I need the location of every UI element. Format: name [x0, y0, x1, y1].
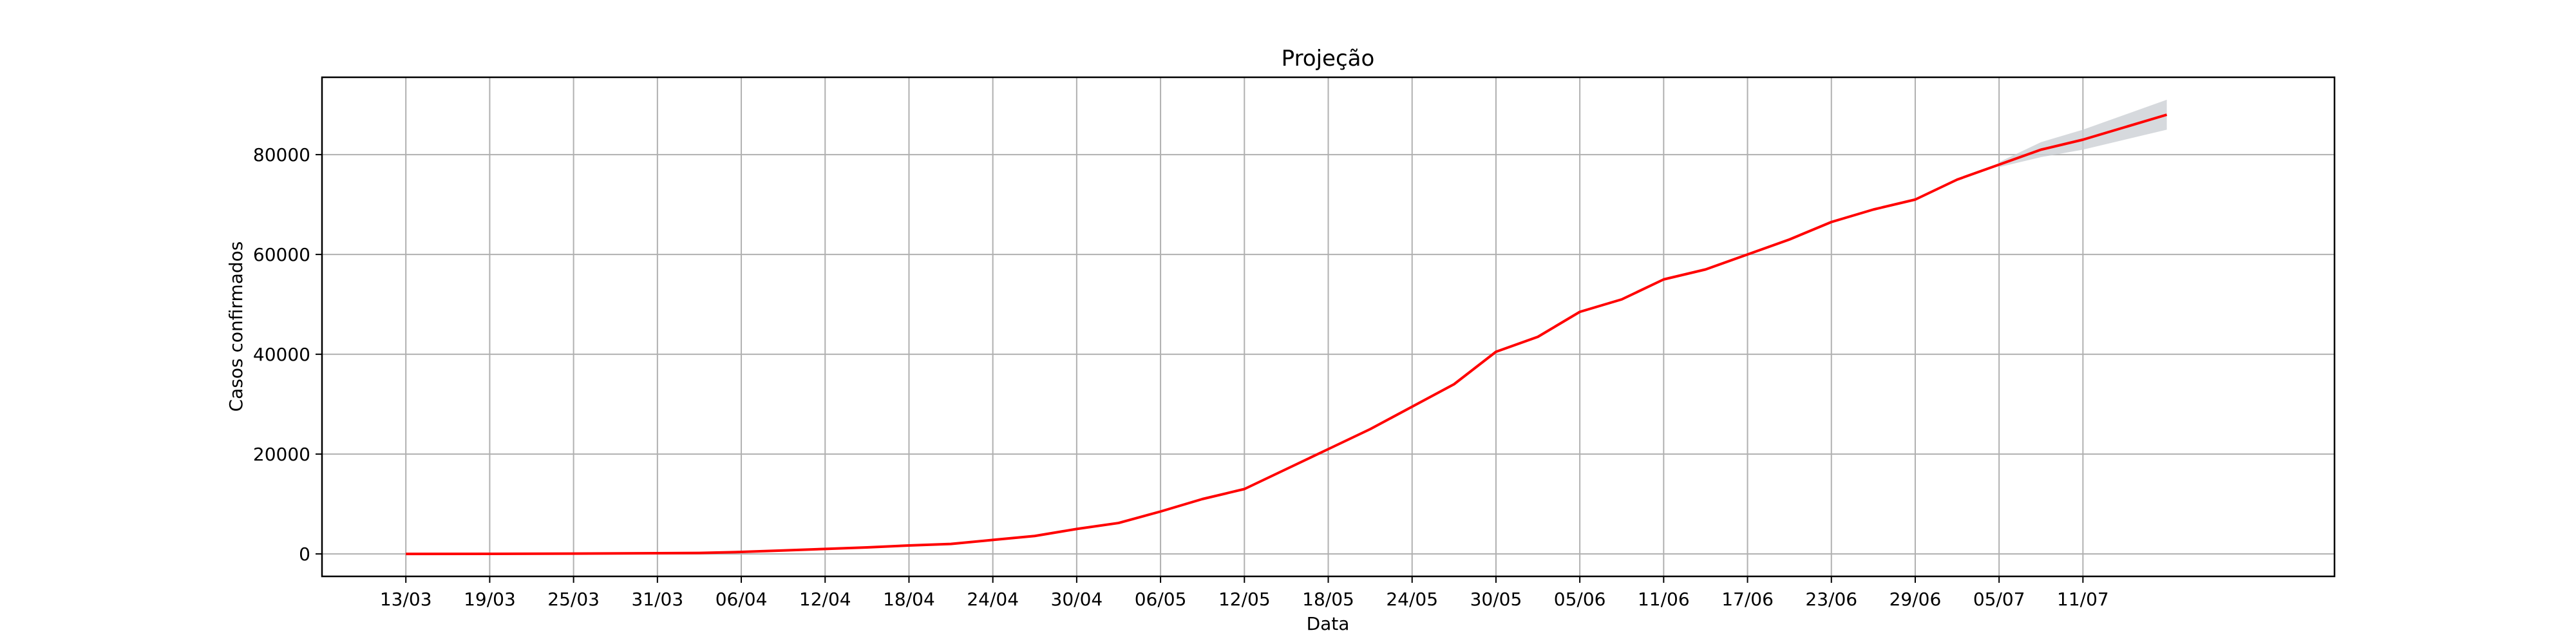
x-tick-label: 11/06 [1638, 589, 1690, 610]
x-tick-label: 11/07 [2057, 589, 2109, 610]
x-tick-label: 06/04 [715, 589, 768, 610]
x-tick-label: 06/05 [1135, 589, 1187, 610]
y-tick-label: 40000 [253, 344, 310, 365]
series-line [406, 113, 2168, 556]
x-tick-label: 13/03 [380, 589, 432, 610]
x-tick-label: 23/06 [1805, 589, 1857, 610]
y-axis-label: Casos confirmados [225, 242, 247, 412]
x-tick-label: 19/03 [464, 589, 516, 610]
grid-lines [322, 77, 2334, 576]
x-tick-label: 29/06 [1889, 589, 1942, 610]
x-tick-label: 05/07 [1973, 589, 2025, 610]
x-tick-label: 12/05 [1218, 589, 1271, 610]
y-tick-label: 20000 [253, 444, 310, 465]
x-tick-label: 05/06 [1554, 589, 1606, 610]
x-tick-label: 18/04 [883, 589, 935, 610]
x-tick-label: 30/05 [1470, 589, 1522, 610]
x-tick-label: 25/03 [547, 589, 600, 610]
y-tick-label: 80000 [253, 144, 310, 166]
x-axis-label: Data [1307, 613, 1350, 634]
x-tick-label: 31/03 [631, 589, 683, 610]
x-axis-ticks: 13/03 19/03 25/03 31/03 06/04 12/04 18/04 24/04… [380, 576, 2109, 610]
x-tick-label: 30/04 [1051, 589, 1103, 610]
y-axis-ticks: 0 20000 40000 60000 80000 [253, 144, 322, 565]
series-lines [406, 113, 2168, 556]
y-tick-label: 60000 [253, 244, 310, 265]
y-tick-label: 0 [299, 544, 310, 565]
chart-title: Projeção [1282, 46, 1375, 71]
x-tick-label: 24/04 [967, 589, 1019, 610]
x-tick-label: 17/06 [1721, 589, 1774, 610]
x-tick-label: 18/05 [1302, 589, 1354, 610]
x-tick-label: 12/04 [799, 589, 851, 610]
x-tick-label: 24/05 [1386, 589, 1438, 610]
